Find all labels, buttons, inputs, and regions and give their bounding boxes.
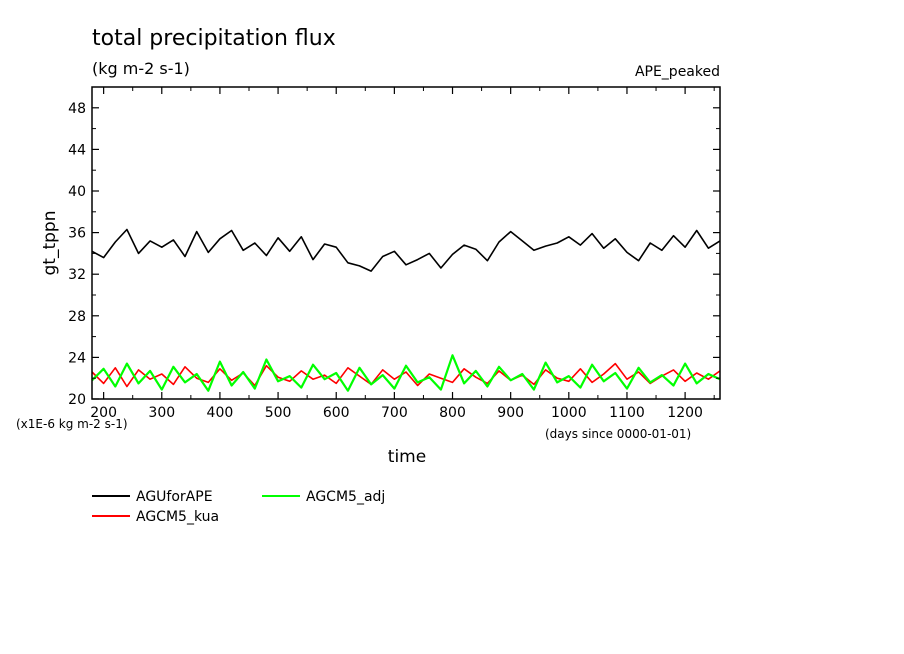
chart-title: total precipitation flux <box>92 26 336 51</box>
x-tick-label: 600 <box>323 405 350 421</box>
plot-frame <box>91 86 721 400</box>
y-tick-label: 32 <box>68 267 86 283</box>
x-tick-label: 900 <box>497 405 524 421</box>
y-tick-label: 28 <box>68 309 86 325</box>
x-unit-note: (days since 0000-01-01) <box>545 427 691 441</box>
x-tick-label: 300 <box>148 405 175 421</box>
chart-units: (kg m-2 s-1) <box>92 59 190 78</box>
legend-label: AGUforAPE <box>136 489 213 505</box>
x-tick-label: 500 <box>265 405 292 421</box>
legend: AGUforAPE AGCM5_kua AGCM5_adj <box>92 489 385 525</box>
x-tick-label: 800 <box>439 405 466 421</box>
axes: 20 24 28 32 36 40 44 48 200 300 400 500 600 700 800 900… <box>68 87 720 421</box>
x-tick-label: 700 <box>381 405 408 421</box>
y-scale-note: (x1E-6 kg m-2 s-1) <box>16 417 128 431</box>
y-tick-label: 40 <box>68 184 86 200</box>
plot-lines <box>91 228 721 392</box>
x-tick-label: 400 <box>207 405 234 421</box>
y-tick-label: 44 <box>68 142 86 158</box>
y-tick-label: 24 <box>68 350 86 366</box>
series-line-AGUforAPE <box>91 228 721 272</box>
legend-label: AGCM5_adj <box>306 489 385 505</box>
x-tick-label: 1100 <box>609 405 645 421</box>
y-tick-label: 36 <box>68 226 86 242</box>
x-tick-label: 1200 <box>667 405 703 421</box>
y-tick-label: 20 <box>68 392 86 408</box>
experiment-label: APE_peaked <box>635 64 720 80</box>
x-axis-label: time <box>388 447 426 467</box>
y-axis-label: gt_tppn <box>40 211 60 276</box>
series-line-AGCM5_kua <box>91 362 721 388</box>
series-line-AGCM5_adj <box>91 354 721 392</box>
legend-label: AGCM5_kua <box>136 509 219 525</box>
x-tick-label: 1000 <box>551 405 587 421</box>
x-tick-label: 200 <box>90 405 117 421</box>
y-tick-label: 48 <box>68 101 86 117</box>
